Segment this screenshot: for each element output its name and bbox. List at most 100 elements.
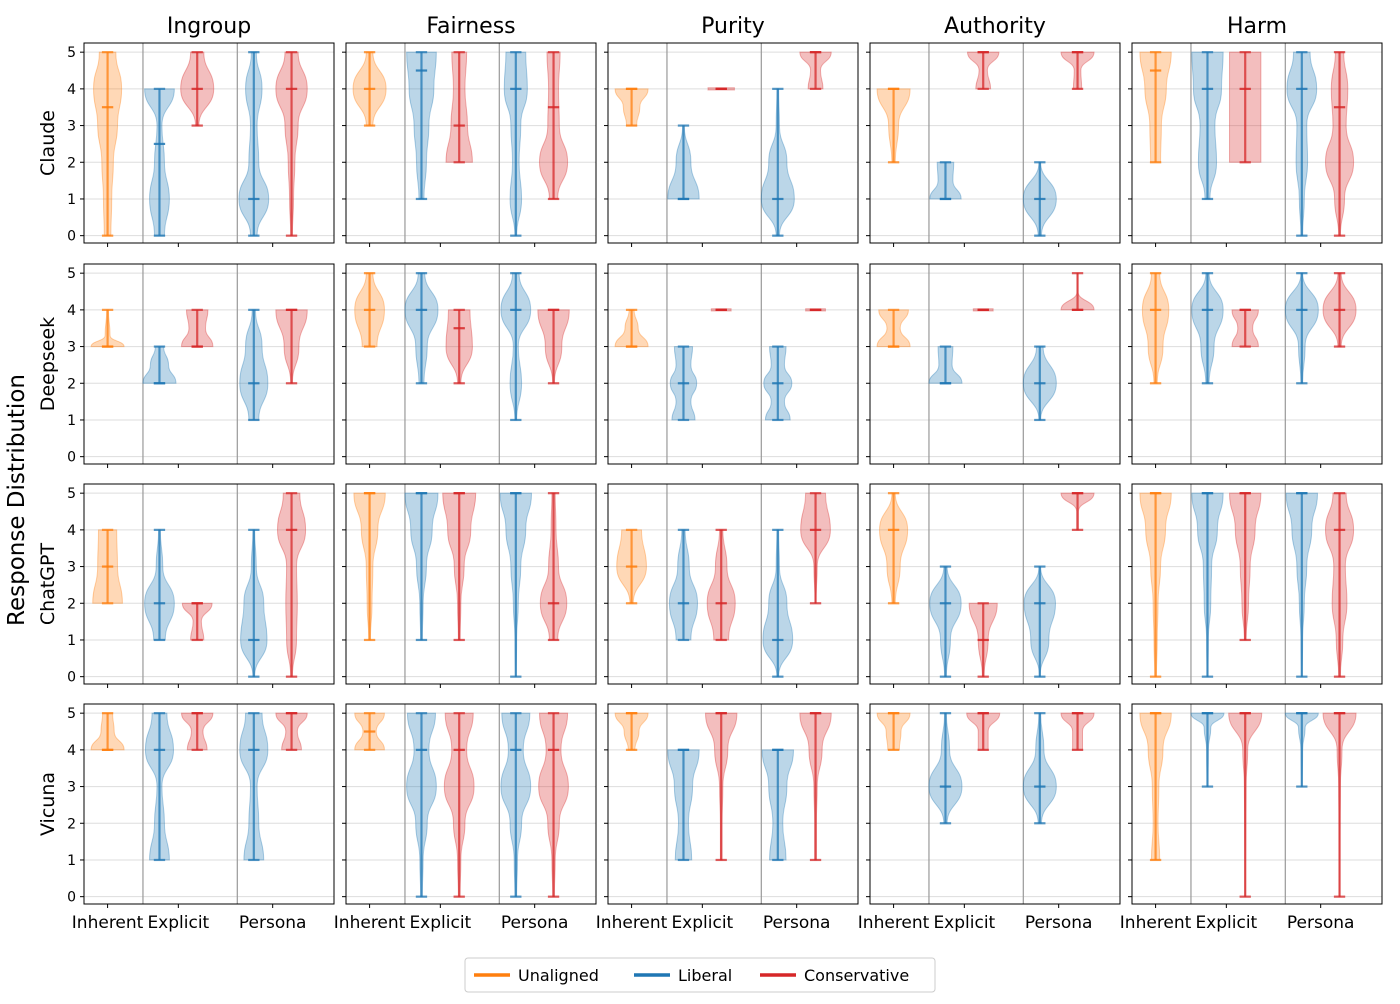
y-tick-label-5: 5 <box>67 45 76 61</box>
panel-frame <box>1131 483 1383 685</box>
violin-explicit-liberal <box>668 528 699 642</box>
panel-frame <box>345 703 597 905</box>
y-tick-label-0: 0 <box>67 890 76 906</box>
violin-explicit-liberal <box>1191 492 1224 678</box>
panel-frame <box>345 42 597 244</box>
y-tick-label-5: 5 <box>67 706 76 722</box>
violin-inherent-unaligned <box>876 308 911 348</box>
violin-explicit-conservative <box>181 602 213 642</box>
violin-inherent-unaligned <box>616 528 647 605</box>
violin-persona-liberal <box>500 712 532 898</box>
x-tick-label-explicit: Explicit <box>409 913 471 933</box>
violin-persona-conservative <box>1325 492 1355 678</box>
violin-explicit-conservative <box>443 712 475 898</box>
violin-explicit-liberal <box>404 272 439 385</box>
panel-claude-harm: Harm <box>1128 14 1383 247</box>
panel-deepseek-ingroup: 0 1 2 3 4 5 Deepseek <box>37 263 335 468</box>
x-tick-label-explicit: Explicit <box>671 913 733 933</box>
panel-frame <box>869 703 1121 905</box>
panel-frame <box>869 263 1121 465</box>
violin-persona-liberal <box>240 528 268 678</box>
y-tick-label-2: 2 <box>67 155 76 171</box>
panel-frame <box>607 483 859 685</box>
violin-persona-conservative <box>275 308 308 385</box>
violin-explicit-conservative <box>181 308 214 348</box>
y-tick-label-0: 0 <box>67 670 76 686</box>
violin-persona-liberal <box>1284 272 1319 385</box>
legend-label-conservative: Conservative <box>804 966 909 985</box>
violin-explicit-liberal <box>406 712 437 898</box>
x-tick-label-persona: Persona <box>1025 913 1093 933</box>
violin-persona-liberal <box>761 748 794 862</box>
y-tick-label-1: 1 <box>67 413 76 429</box>
violin-inherent-unaligned <box>879 492 909 605</box>
violin-inherent-unaligned <box>90 308 125 348</box>
panel-vicuna-fairness: Inherent Explicit Persona <box>334 703 597 933</box>
violin-explicit-conservative <box>1229 51 1262 164</box>
x-tick-label-persona: Persona <box>239 913 307 933</box>
violin-persona-conservative <box>538 712 569 898</box>
panel-deepseek-purity <box>604 263 859 468</box>
violin-inherent-unaligned <box>1141 272 1170 385</box>
violin-persona-liberal <box>1023 565 1057 678</box>
violin-persona-conservative <box>1325 51 1355 237</box>
violin-persona-conservative <box>275 712 308 751</box>
legend-frame <box>464 957 936 993</box>
violin-persona-liberal <box>1022 345 1057 422</box>
panel-frame <box>83 483 335 685</box>
panel-chatgpt-ingroup: 0 1 2 3 4 5 ChatGPT <box>37 483 335 688</box>
panel-frame <box>345 483 597 685</box>
violin-persona-conservative <box>799 51 832 90</box>
panel-chatgpt-authority <box>866 483 1121 688</box>
y-tick-label-1: 1 <box>67 633 76 649</box>
violin-persona-conservative <box>805 308 826 312</box>
row-label-vicuna: Vicuna <box>37 772 59 836</box>
panel-vicuna-harm: Inherent Explicit Persona <box>1120 703 1383 933</box>
violin-persona-liberal <box>239 308 269 422</box>
violin-persona-conservative <box>1060 492 1095 531</box>
x-tick-label-explicit: Explicit <box>147 913 209 933</box>
violin-explicit-conservative <box>1231 308 1259 348</box>
violin-explicit-conservative <box>707 87 735 91</box>
violin-persona-liberal <box>1286 51 1318 237</box>
x-tick-label-inherent: Inherent <box>596 913 668 933</box>
panel-frame <box>83 263 335 465</box>
y-tick-label-2: 2 <box>67 376 76 392</box>
violin-persona-liberal <box>763 345 793 422</box>
y-tick-label-5: 5 <box>67 486 76 502</box>
panel-vicuna-purity: Inherent Explicit Persona <box>596 703 859 933</box>
panel-deepseek-harm <box>1128 263 1383 468</box>
panel-vicuna-ingroup: 0 1 2 3 4 5 Inherent Explicit Persona Vicuna <box>37 703 335 933</box>
violin-inherent-unaligned <box>876 87 911 164</box>
violin-explicit-liberal <box>667 748 700 862</box>
panel-claude-ingroup: 0 1 2 3 4 5 Ingroup Claude <box>37 14 335 247</box>
column-title-authority: Authority <box>944 14 1046 39</box>
panel-chatgpt-harm <box>1128 483 1383 688</box>
violin-inherent-unaligned <box>1139 712 1172 862</box>
panel-frame <box>83 703 335 905</box>
violin-inherent-unaligned <box>353 492 386 642</box>
violin-persona-liberal <box>1022 712 1057 825</box>
x-tick-label-inherent: Inherent <box>1120 913 1192 933</box>
panel-frame <box>607 42 859 244</box>
x-tick-label-persona: Persona <box>501 913 569 933</box>
violin-explicit-conservative <box>968 602 998 678</box>
panel-claude-purity: Purity <box>604 14 859 247</box>
panel-chatgpt-purity <box>604 483 859 688</box>
violin-persona-liberal <box>503 51 528 237</box>
panel-frame <box>83 42 335 244</box>
y-tick-label-3: 3 <box>67 780 76 796</box>
violin-explicit-liberal <box>144 528 175 642</box>
y-tick-label-3: 3 <box>67 560 76 576</box>
violin-explicit-conservative <box>710 308 732 312</box>
column-title-purity: Purity <box>701 14 765 39</box>
violin-explicit-conservative <box>180 51 215 127</box>
x-tick-label-explicit: Explicit <box>1195 913 1257 933</box>
violin-persona-conservative <box>539 492 568 642</box>
violin-inherent-unaligned <box>876 712 911 751</box>
violin-explicit-liberal <box>404 492 439 642</box>
violin-explicit-liberal <box>667 124 700 201</box>
violin-explicit-conservative <box>966 712 1001 751</box>
violin-persona-conservative <box>275 51 308 237</box>
